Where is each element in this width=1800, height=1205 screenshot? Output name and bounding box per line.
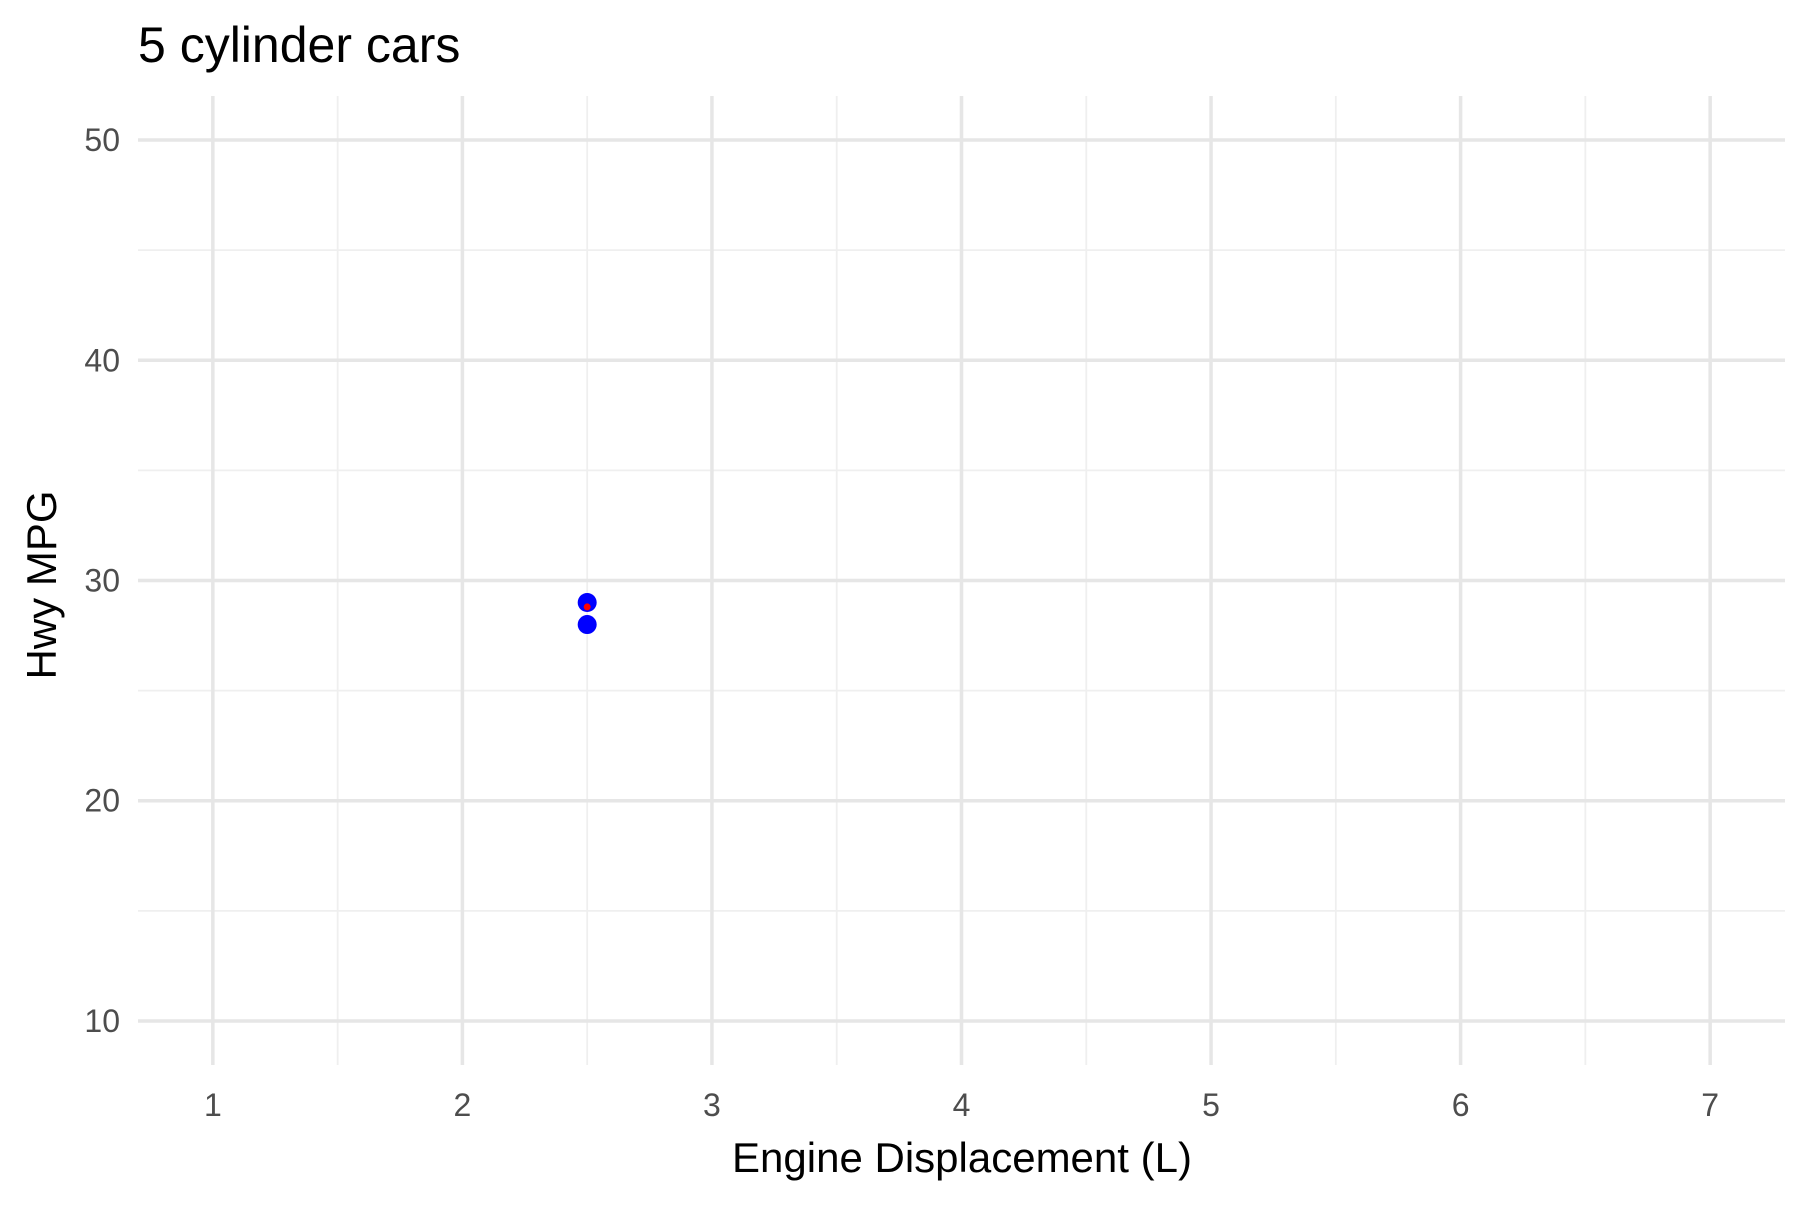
x-tick-label: 4 <box>953 1087 971 1123</box>
x-axis-tick-labels: 1 2 3 4 5 6 7 <box>204 1087 1719 1123</box>
chart-title: 5 cylinder cars <box>138 17 460 73</box>
x-tick-label: 3 <box>703 1087 721 1123</box>
y-tick-label: 20 <box>84 783 120 819</box>
y-tick-label: 40 <box>84 342 120 378</box>
major-gridlines <box>138 96 1785 1065</box>
data-point <box>583 603 591 611</box>
x-tick-label: 5 <box>1202 1087 1220 1123</box>
y-axis-tick-labels: 10 20 30 40 50 <box>84 122 120 1039</box>
y-axis-title: Hwy MPG <box>18 491 65 680</box>
data-point <box>577 593 597 613</box>
x-axis-title: Engine Displacement (L) <box>732 1134 1192 1181</box>
x-tick-label: 7 <box>1701 1087 1719 1123</box>
y-tick-label: 10 <box>84 1003 120 1039</box>
x-tick-label: 6 <box>1452 1087 1470 1123</box>
data-point <box>577 615 597 635</box>
y-tick-label: 50 <box>84 122 120 158</box>
data-points <box>577 593 597 635</box>
y-tick-label: 30 <box>84 563 120 599</box>
x-tick-label: 1 <box>204 1087 222 1123</box>
x-tick-label: 2 <box>454 1087 472 1123</box>
